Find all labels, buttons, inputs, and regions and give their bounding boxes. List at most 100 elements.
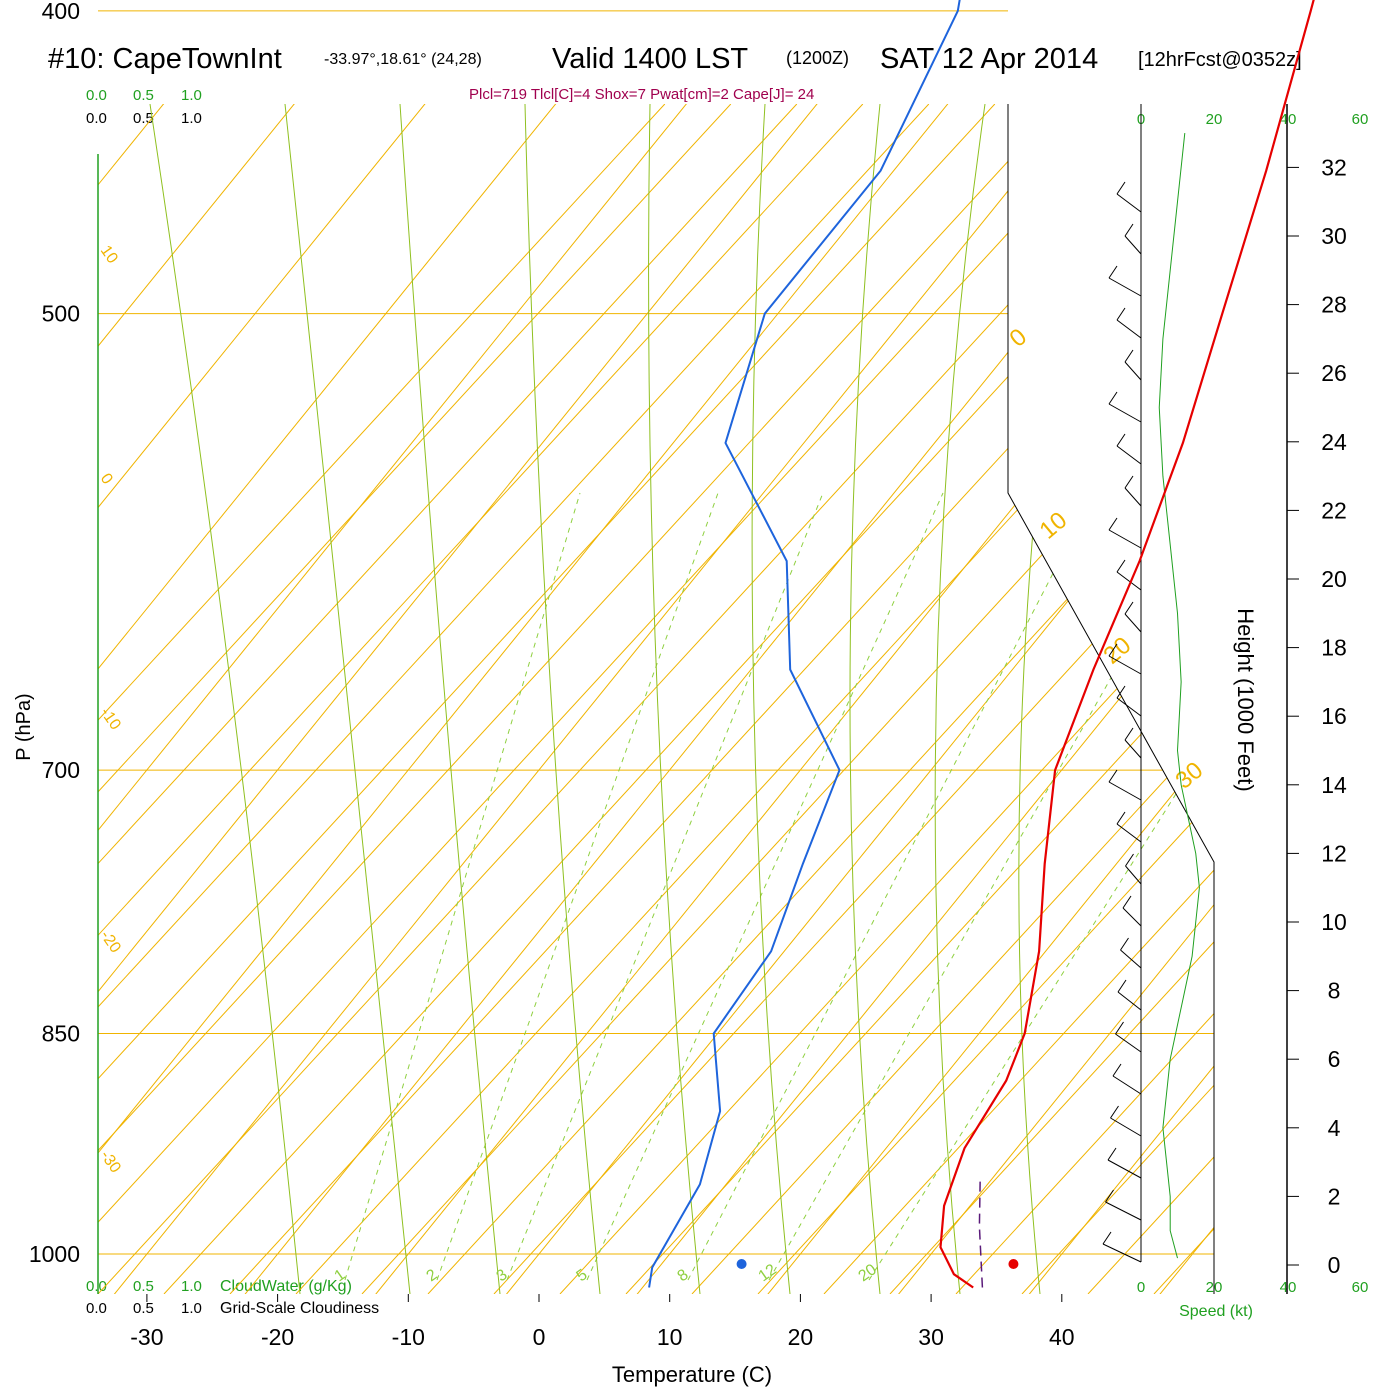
isotherm-line — [172, 104, 1214, 1294]
plot-frame — [97, 104, 1288, 1294]
height-tick-label: 10 — [1321, 909, 1347, 935]
mixing-ratio-label: 8 — [675, 1266, 692, 1285]
pressure-tick-label: 700 — [42, 757, 80, 783]
dry-adiabat-line — [889, 104, 1214, 1294]
valid-time: Valid 1400 LST — [552, 43, 748, 75]
speed-tick-top-2: 40 — [1280, 111, 1297, 128]
isotherm-line — [695, 104, 1214, 1294]
height-axis-label: Height (1000 Feet) — [1233, 608, 1258, 791]
height-tick-label: 14 — [1321, 772, 1347, 798]
dry-adiabat-line — [361, 104, 1214, 1294]
wind-barb-flag — [1116, 181, 1126, 195]
height-tick-label: 12 — [1321, 840, 1347, 866]
temperature-tick-label: -20 — [261, 1324, 294, 1350]
pressure-tick-label: 500 — [42, 301, 80, 327]
wind-barb — [1116, 697, 1142, 717]
wind-barb — [1116, 445, 1142, 465]
wind-barbs — [1102, 133, 1200, 1263]
forecast-info: [12hrFcst@0352z] — [1138, 49, 1302, 71]
dry-adiabat-line — [163, 104, 1214, 1294]
wind-barb-flag — [1112, 1063, 1122, 1077]
axis-ticks: 2503004005007008501000-30-20-10010203040… — [29, 0, 1347, 1350]
height-tick-label: 16 — [1321, 703, 1347, 729]
dry-adiabat-line — [98, 104, 1062, 1294]
dry-adiabat-line — [98, 104, 1128, 1294]
wind-barb — [1116, 571, 1142, 591]
dry-adiabat-line — [98, 104, 666, 1294]
wind-barb-flag — [1116, 559, 1126, 573]
top-cloudwater-tick-2: 1.0 — [181, 87, 202, 104]
temperature-tick-label: 40 — [1049, 1324, 1075, 1350]
wind-speed-profile — [1158, 133, 1200, 1259]
wind-barb — [1102, 1243, 1142, 1263]
wind-barb — [1108, 529, 1142, 549]
bottom-cloudwater-tick-0: 0.0 — [86, 1278, 107, 1295]
isotherm-label: 20 — [1099, 632, 1137, 670]
wind-barb-flag — [1115, 1021, 1124, 1035]
wind-barb — [1112, 1075, 1142, 1095]
dry-adiabat-line — [1286, 104, 1400, 1294]
height-tick-label: 8 — [1328, 978, 1341, 1004]
right-boundary — [1007, 104, 1215, 1294]
valid-utc: (1200Z) — [786, 48, 849, 68]
wind-barb — [1120, 949, 1142, 969]
mixing-ratio-label: 3 — [494, 1266, 511, 1285]
wind-barb-flag — [1110, 1105, 1119, 1119]
temperature-tick-label: -10 — [392, 1324, 425, 1350]
wind-barb-flag — [1124, 475, 1134, 489]
wind-barb-flag — [1108, 265, 1118, 279]
bottom-cloudiness-tick-2: 1.0 — [181, 1300, 202, 1317]
top-cloudiness-tick-0: 0.0 — [86, 110, 107, 127]
wind-barb-flag — [1116, 811, 1126, 825]
temperature-tick-label: -30 — [130, 1324, 163, 1350]
wind-barb — [1122, 907, 1142, 927]
station-coords: -33.97°,18.61° (24,28) — [324, 51, 482, 68]
isotherm-label: -10 — [97, 705, 124, 734]
height-tick-label: 24 — [1321, 429, 1347, 455]
station-title: #10: CapeTownInt — [48, 43, 282, 75]
moist-adiabat-line — [524, 104, 601, 1294]
speed-tick-bottom-2: 40 — [1280, 1279, 1297, 1296]
wind-barb — [1108, 277, 1142, 297]
dry-adiabat-line — [757, 104, 1214, 1294]
height-tick-label: 32 — [1321, 154, 1347, 180]
isotherm-label: 10 — [97, 243, 121, 267]
isotherm-line — [98, 104, 801, 1294]
dry-adiabat-line — [98, 104, 798, 1294]
height-tick-label: 22 — [1321, 497, 1347, 523]
dry-adiabat-line — [427, 104, 1214, 1294]
dry-adiabat-line — [1153, 104, 1214, 1294]
wind-barb-flag — [1108, 643, 1118, 657]
temperature-tick-label: 20 — [788, 1324, 814, 1350]
wind-barb-flag — [1117, 979, 1127, 993]
wind-barb-flag — [1120, 937, 1129, 951]
isotherm-label: 30 — [1171, 757, 1209, 795]
wind-barb — [1124, 739, 1142, 759]
cloudiness-label: Grid-Scale Cloudiness — [220, 1300, 379, 1317]
height-tick-label: 28 — [1321, 292, 1347, 318]
isotherm-line — [98, 104, 1214, 1294]
dry-adiabat-line — [98, 104, 996, 1294]
top-cloudiness-tick-2: 1.0 — [181, 110, 202, 127]
moist-adiabats — [149, 104, 1091, 1294]
wind-barb-flag — [1108, 517, 1118, 531]
wind-barb — [1108, 403, 1142, 423]
isotherm-line — [98, 104, 1063, 1294]
mixing-ratio-label: 12 — [756, 1261, 780, 1285]
isotherm-line — [825, 104, 1214, 1294]
mixing-ratio-lines — [344, 492, 1214, 1281]
sounding-indices: Plcl=719 Tlcl[C]=4 Shox=7 Pwat[cm]=2 Cap… — [469, 86, 814, 103]
parcel-path — [978, 1177, 984, 1288]
isotherm-line — [98, 104, 1193, 1294]
dry-adiabat-line — [295, 104, 1214, 1294]
moist-adiabat-line — [284, 104, 411, 1294]
wind-barb-flag — [1124, 727, 1134, 741]
height-tick-label: 2 — [1328, 1183, 1341, 1209]
speed-tick-bottom-0: 0 — [1137, 1279, 1145, 1296]
wind-barb — [1124, 361, 1142, 381]
dry-adiabat-line — [691, 104, 1214, 1294]
wind-barb — [1124, 613, 1142, 633]
wind-barb-flag — [1124, 349, 1134, 363]
wind-barb-flag — [1122, 895, 1132, 909]
